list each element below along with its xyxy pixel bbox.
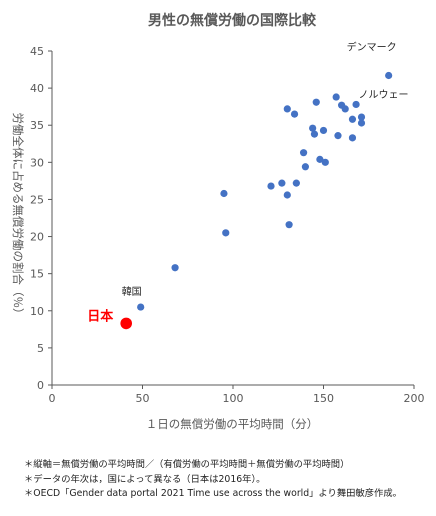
x-axis-label: １日の無償労働の平均時間（分） [146, 417, 319, 431]
data-point [357, 113, 366, 121]
data-point [309, 124, 317, 132]
data-point [316, 155, 324, 163]
y-tick-label: 0 [37, 379, 44, 392]
y-tick-label: 20 [30, 231, 44, 244]
x-tick-label: 0 [49, 392, 56, 405]
annotation-denmark: デンマーク [347, 40, 397, 53]
data-point [357, 119, 366, 127]
x-tick-label: 50 [136, 392, 150, 405]
data-point [348, 115, 357, 123]
data-point [321, 158, 329, 166]
data-point [312, 98, 320, 106]
data-point [319, 126, 328, 135]
data-point [292, 179, 300, 187]
x-tick-label: 150 [313, 392, 334, 405]
y-axis-label: 労働全体に占める無償労働の割合（％） [11, 113, 25, 320]
chart-axes: 0 5 10 15 20 25 30 35 40 45 0 50 100 150 200 [30, 45, 425, 405]
data-point [352, 100, 360, 109]
y-tick-label: 40 [30, 82, 44, 95]
y-tick-label: 25 [30, 193, 44, 206]
x-tick-label: 200 [404, 392, 425, 405]
data-point-japan [120, 317, 133, 330]
data-point [290, 110, 299, 118]
data-point [283, 191, 291, 199]
footnote-data-year: ＊データの年次は，国によって異なる（日本は2016年）。 [24, 473, 266, 485]
data-point [299, 149, 308, 157]
annotation-japan: 日本 [87, 308, 113, 324]
data-point [267, 182, 275, 190]
y-tick-label: 10 [30, 305, 44, 318]
annotation-norway: ノルウェー [359, 89, 409, 101]
y-tick-label: 30 [30, 156, 44, 169]
footnote-axis-definition: ＊縦軸＝無償労働の平均時間／（有償労働の平均時間＋無償労働の平均時間） [24, 459, 350, 470]
footnotes: ＊縦軸＝無償労働の平均時間／（有償労働の平均時間＋無償労働の平均時間） ＊データ… [24, 458, 434, 502]
chart-title: 男性の無償労働の国際比較 [148, 12, 317, 29]
chart-marks [120, 71, 393, 330]
y-tick-label: 5 [37, 342, 44, 355]
x-tick-label: 100 [223, 392, 244, 405]
annotation-korea: 韓国 [122, 286, 142, 298]
data-point [171, 264, 179, 272]
y-tick-label: 15 [30, 268, 44, 281]
footnote-source: ＊OECD「Gender data portal 2021 Time use a… [24, 488, 402, 499]
data-point [385, 71, 393, 80]
data-point [283, 105, 291, 113]
data-point [278, 179, 286, 187]
data-point [348, 134, 357, 142]
scatter-chart: 男性の無償労働の国際比較 0 5 10 15 20 25 30 35 40 45 0 50 100 150… [11, 12, 425, 431]
y-tick-label: 35 [30, 119, 44, 132]
data-point [332, 93, 340, 101]
data-point [137, 303, 145, 311]
data-point [285, 221, 293, 229]
data-point [334, 132, 342, 140]
y-tick-label: 45 [30, 45, 44, 58]
data-point [301, 163, 309, 171]
data-point [341, 105, 349, 113]
data-point [220, 189, 228, 198]
data-point [222, 229, 230, 237]
data-point [310, 130, 319, 138]
